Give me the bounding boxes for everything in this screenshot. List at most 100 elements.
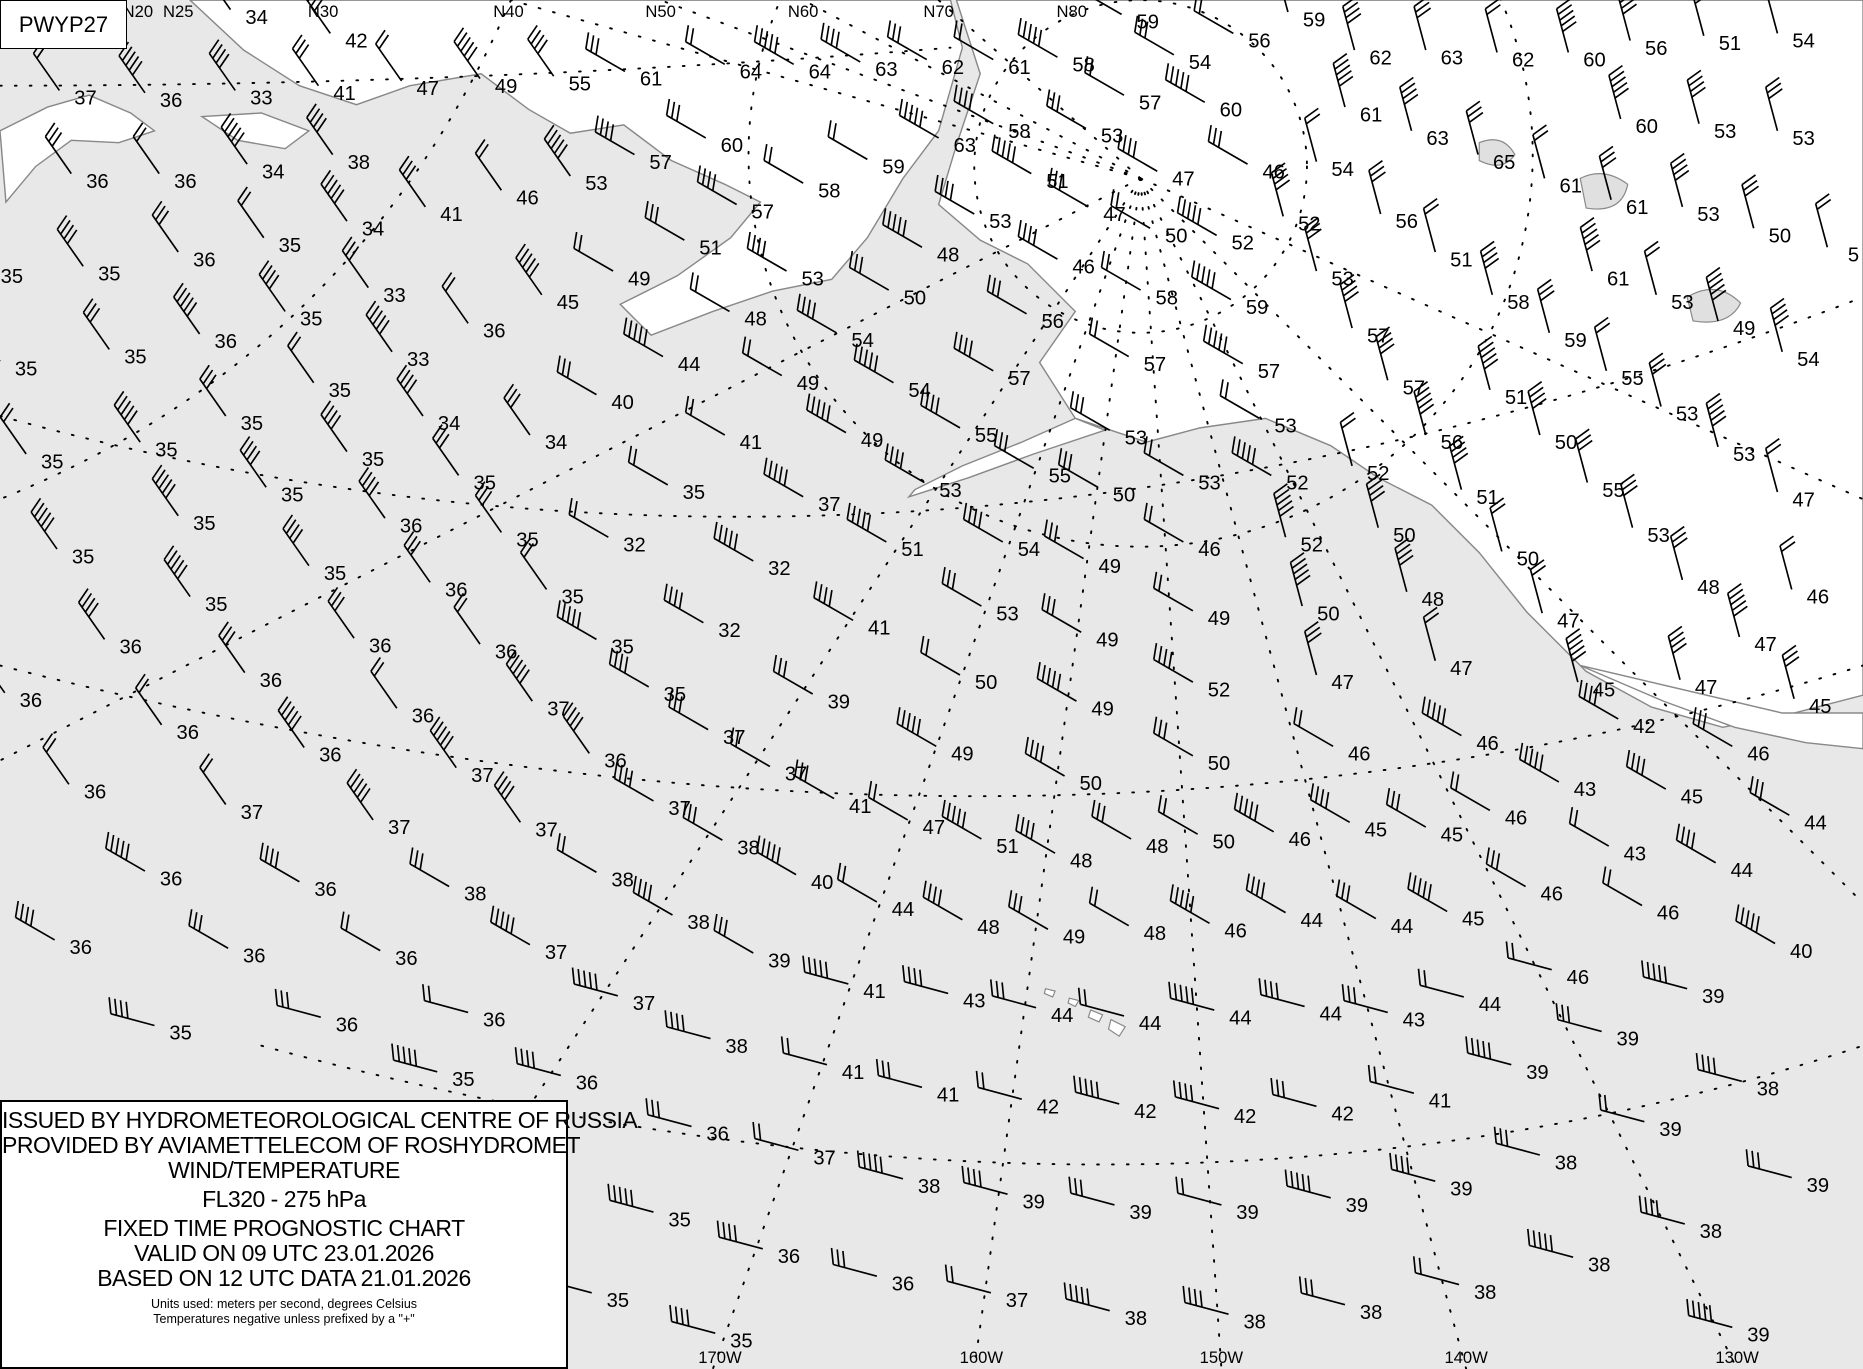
temperature-label: 35 — [300, 309, 322, 331]
wind-barb — [953, 331, 994, 372]
wind-barb — [1293, 707, 1334, 748]
temperature-label: 39 — [1450, 1178, 1472, 1200]
wind-barb — [867, 780, 909, 821]
temperature-label: 46 — [1476, 733, 1498, 755]
temperature-label: 38 — [1588, 1254, 1610, 1276]
wind-barb — [1332, 53, 1354, 108]
temperature-label: 53 — [1198, 473, 1220, 495]
wind-barb — [696, 165, 738, 206]
wind-barb — [1193, 0, 1234, 35]
temperature-label: 53 — [1125, 427, 1147, 449]
temperature-label: 44 — [1139, 1013, 1161, 1035]
temperature-label: 50 — [1517, 549, 1539, 571]
latitude-line — [0, 46, 952, 87]
wind-barb — [118, 41, 146, 94]
temperature-label: 56 — [1248, 31, 1270, 53]
wind-barb — [989, 979, 1037, 1009]
wind-barb — [222, 0, 232, 11]
temperature-label: 33 — [250, 88, 272, 110]
wind-barb — [689, 272, 730, 313]
wind-barb — [199, 753, 227, 805]
temperature-label: 38 — [1125, 1308, 1147, 1330]
land-masses — [0, 0, 1863, 1038]
temperature-label: 47 — [1792, 489, 1814, 511]
wind-barb — [1117, 132, 1158, 172]
meridian-line — [0, 177, 1142, 762]
temperature-label: 44 — [1479, 994, 1501, 1016]
temperature-label: 53 — [1647, 525, 1669, 547]
temperature-label: 47 — [1754, 634, 1776, 656]
wind-barb — [1579, 217, 1601, 272]
wind-barb — [1270, 162, 1291, 217]
wind-barb — [922, 880, 963, 921]
temperature-label: 44 — [1804, 812, 1826, 834]
wind-barb — [763, 143, 804, 184]
temperature-label: 41 — [440, 204, 462, 226]
temperature-label: 35 — [516, 530, 538, 552]
wind-barb — [1532, 124, 1549, 179]
wind-barb — [830, 1247, 878, 1277]
temperature-label: 42 — [1037, 1096, 1059, 1118]
temperature-label: 41 — [842, 1062, 864, 1084]
temperature-label: 35 — [124, 347, 146, 369]
temperature-label: 38 — [464, 884, 486, 906]
temperature-label: 44 — [678, 354, 700, 376]
wind-barb — [623, 317, 664, 358]
temperature-label: 39 — [1702, 986, 1724, 1008]
temperature-label: 49 — [951, 744, 973, 766]
wind-barb — [1465, 1036, 1512, 1066]
wind-barb — [1593, 316, 1611, 372]
wind-barb — [1477, 335, 1499, 391]
temperature-label: 52 — [1298, 214, 1320, 236]
temperature-label: 50 — [1208, 753, 1230, 775]
temperature-label: 36 — [215, 331, 237, 353]
wind-barb — [441, 272, 469, 324]
wind-barb — [370, 657, 398, 709]
temperature-label: 53 — [585, 173, 607, 195]
temperature-label: 39 — [1022, 1191, 1044, 1213]
temperature-label: 44 — [1731, 860, 1753, 882]
temperature-label: 57 — [1139, 92, 1161, 114]
wind-barb — [1339, 274, 1359, 329]
wind-barb — [1036, 662, 1077, 702]
temperature-label: 47 — [1103, 204, 1125, 226]
wind-barb — [1233, 792, 1275, 833]
temperature-label: 5 — [1848, 245, 1859, 267]
wind-barb — [882, 208, 923, 248]
wind-barb — [1273, 483, 1294, 538]
wind-barb — [848, 250, 890, 291]
wind-barb — [562, 702, 590, 754]
legend-base-time: BASED ON 12 UTC DATA 21.01.2026 — [97, 1265, 471, 1291]
wind-barb — [1779, 535, 1796, 590]
temperature-label: 49 — [628, 268, 650, 290]
legend-provider: PROVIDED BY AVIAMETTELECOM OF ROSHYDROME… — [2, 1132, 581, 1158]
temperature-label: 53 — [801, 268, 823, 290]
wind-barb — [1289, 552, 1311, 607]
wind-barb — [716, 1220, 763, 1250]
wind-barb — [1489, 497, 1506, 552]
wind-barb — [1258, 978, 1305, 1008]
wind-barb — [1422, 198, 1440, 253]
wind-barb — [875, 1058, 923, 1089]
temperature-label: 33 — [407, 349, 429, 371]
wind-barb — [258, 260, 286, 312]
wind-barb — [1421, 696, 1462, 737]
temperature-label: 63 — [1426, 128, 1448, 150]
temperature-label: 37 — [818, 494, 840, 516]
temperature-label: 49 — [1733, 318, 1755, 340]
temperature-label: 35 — [281, 485, 303, 507]
wind-barb — [151, 200, 179, 253]
temperature-label: 60 — [721, 135, 743, 157]
wind-barb — [305, 0, 331, 34]
longitude-label: 160W — [960, 1348, 1004, 1367]
temperature-label: 65 — [1493, 152, 1515, 174]
wind-barb — [398, 155, 427, 208]
temperature-label: 40 — [811, 872, 833, 894]
wind-barb — [82, 298, 110, 350]
wind-barb — [1152, 716, 1194, 757]
wind-barb — [1169, 884, 1210, 925]
temperature-label: 34 — [245, 7, 267, 29]
legend-chart-type: FIXED TIME PROGNOSTIC CHART — [103, 1215, 465, 1241]
temperature-label: 37 — [471, 765, 493, 787]
wind-barb — [1413, 0, 1432, 51]
